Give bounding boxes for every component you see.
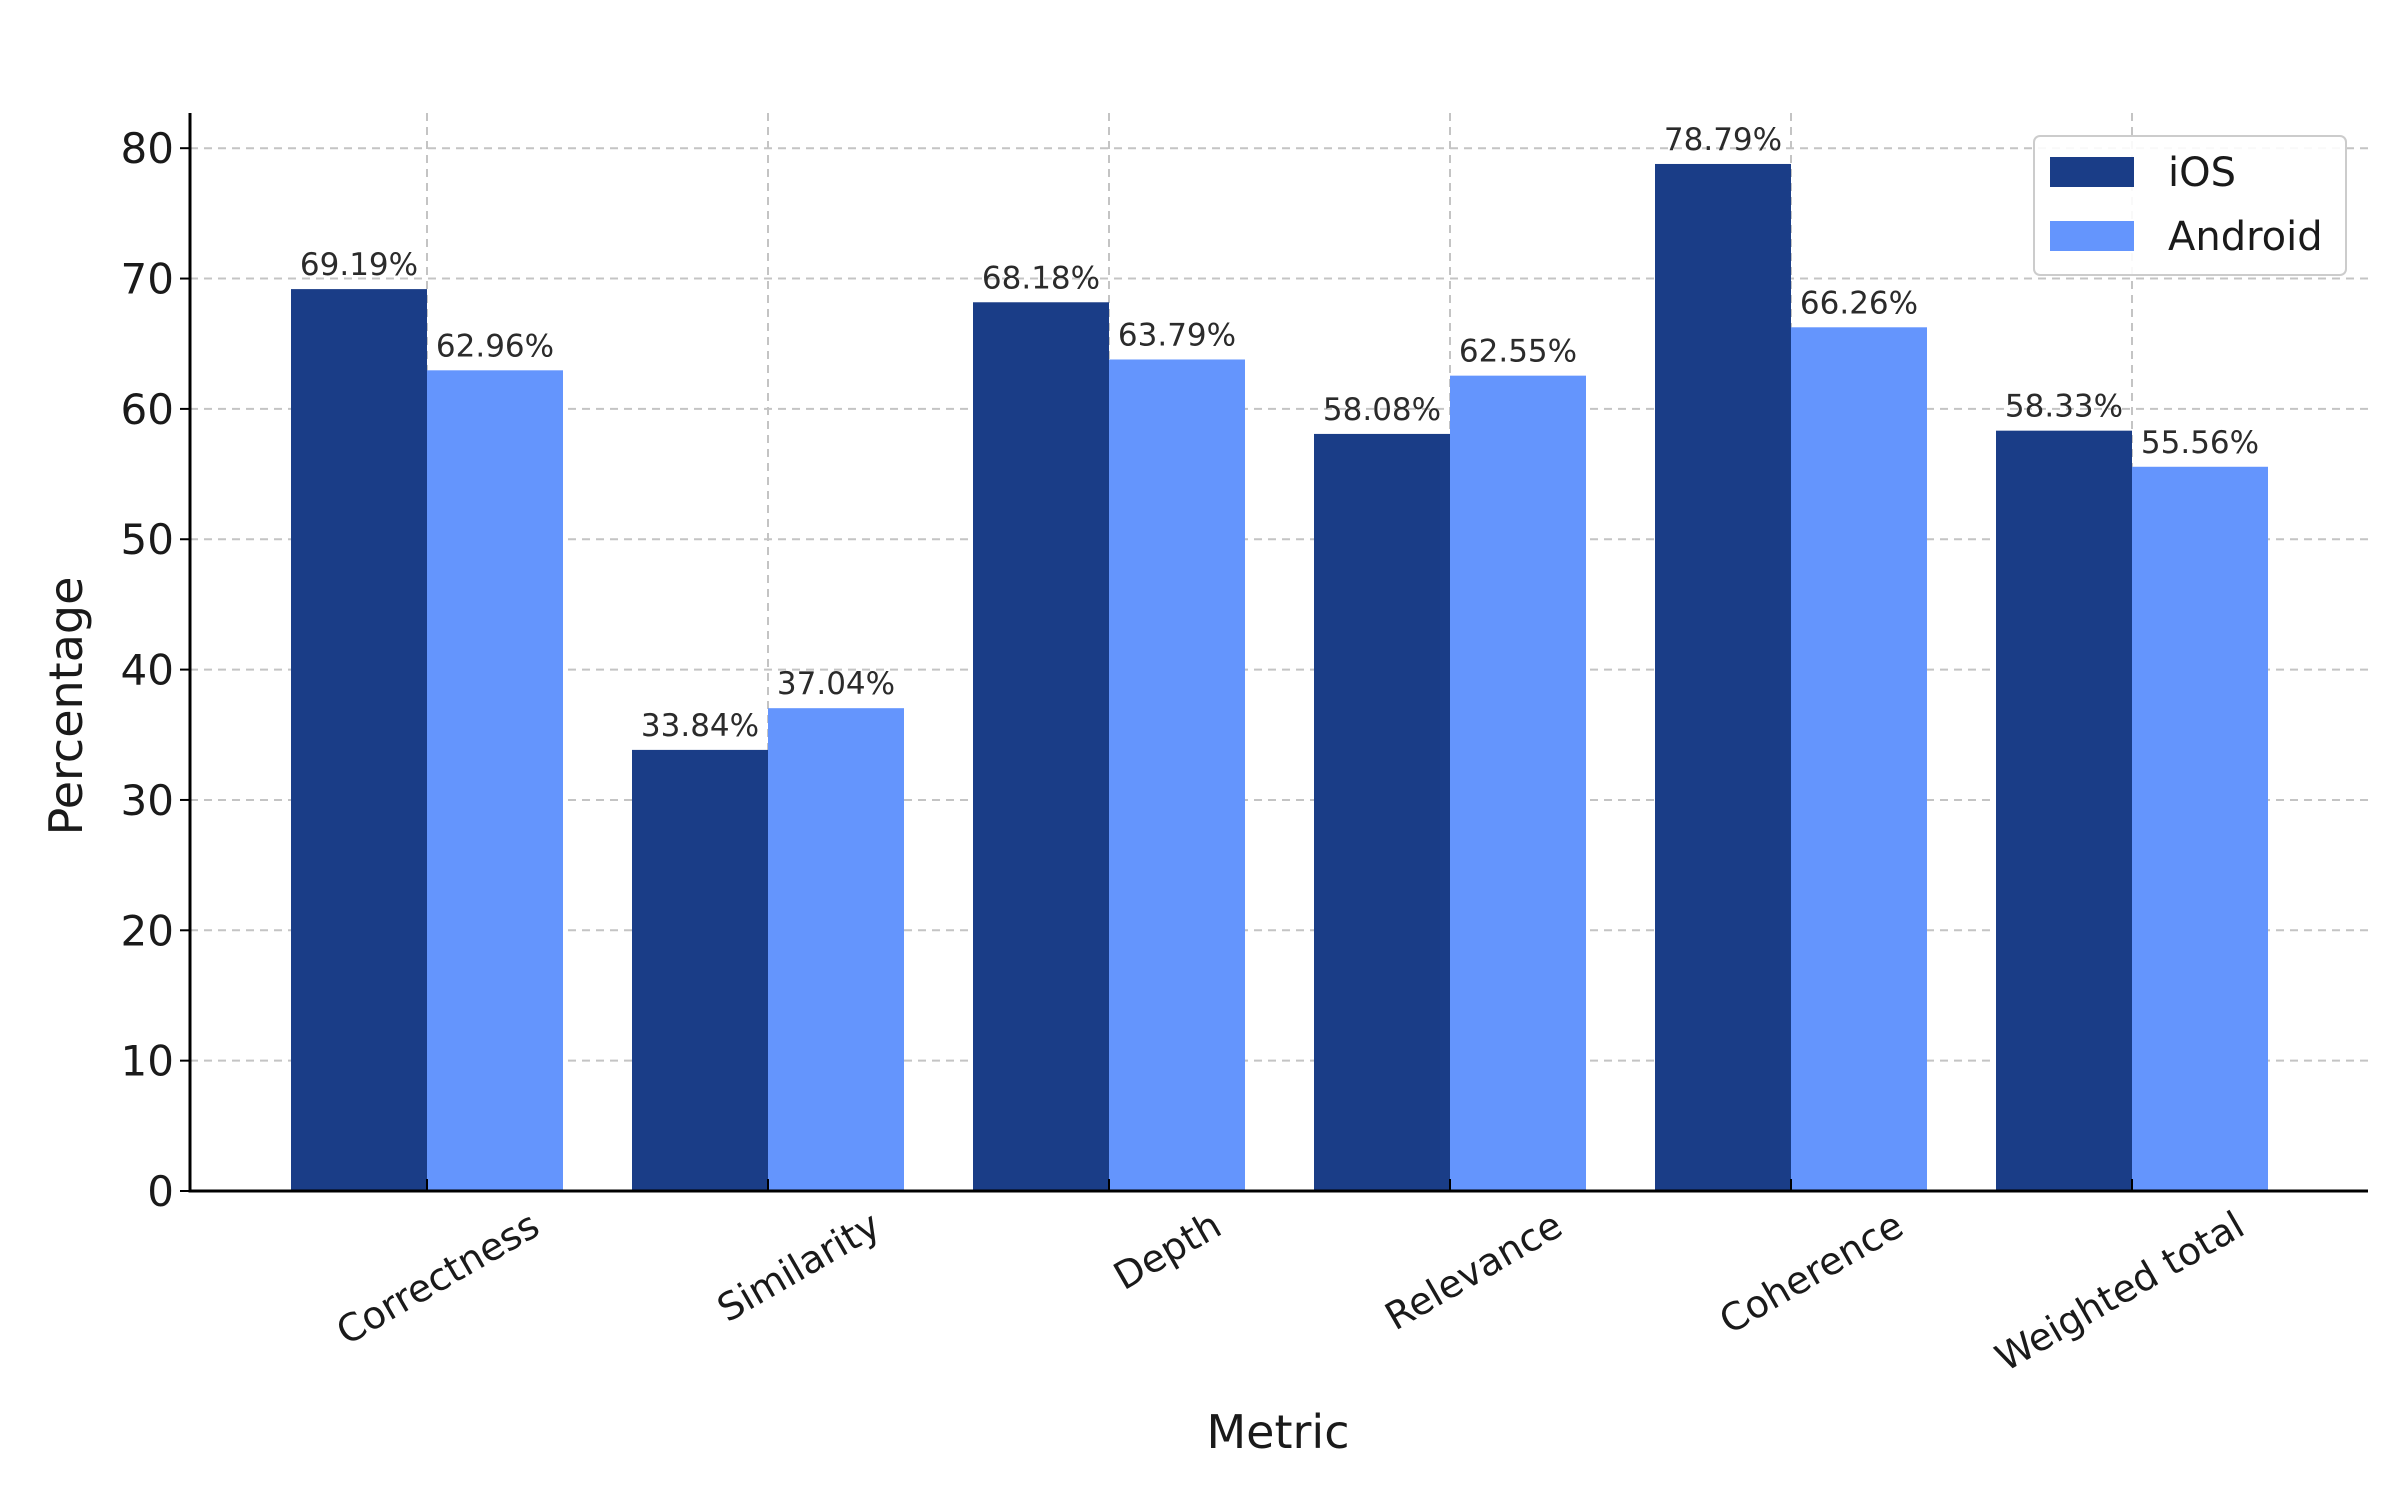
bar-android-correctness [427, 370, 563, 1191]
bar-ios-weighted-total [1996, 430, 2132, 1192]
bar-ios-coherence [1655, 163, 1791, 1191]
data-label-android-similarity: 37.04% [777, 666, 895, 702]
y-tick-label-60: 60 [121, 385, 174, 434]
bars [291, 163, 2268, 1192]
legend-label-ios: iOS [2168, 150, 2236, 196]
data-label-ios-weighted-total: 58.33% [2005, 389, 2123, 425]
data-label-ios-similarity: 33.84% [641, 708, 759, 744]
data-label-ios-depth: 68.18% [982, 260, 1100, 296]
bar-ios-correctness [291, 289, 427, 1191]
bar-android-weighted-total [2132, 466, 2268, 1191]
bar-ios-relevance [1314, 433, 1450, 1191]
x-axis-title: Metric [1206, 1405, 1349, 1459]
legend-swatch-android [2050, 221, 2134, 251]
data-label-android-depth: 63.79% [1118, 317, 1236, 353]
y-tick-label-70: 70 [121, 255, 174, 304]
y-axis-title: Percentage [39, 577, 93, 836]
data-label-android-weighted-total: 55.56% [2141, 425, 2259, 461]
y-tick-label-40: 40 [121, 646, 174, 695]
legend: iOS Android [2033, 135, 2347, 276]
bar-ios-depth [973, 302, 1109, 1191]
bar-android-similarity [768, 708, 904, 1191]
data-label-ios-coherence: 78.79% [1664, 122, 1782, 158]
y-tick-label-30: 30 [121, 776, 174, 825]
bar-android-depth [1109, 359, 1245, 1191]
legend-swatch-ios [2050, 157, 2134, 187]
data-labels: 69.19% 33.84% 68.18% 58.08% 78.79% 58.33% 62.9… [300, 122, 2259, 744]
y-tick-label-50: 50 [121, 515, 174, 564]
data-label-android-correctness: 62.96% [436, 328, 554, 364]
data-label-ios-relevance: 58.08% [1323, 392, 1441, 428]
y-tick-label-20: 20 [121, 906, 174, 955]
bar-android-coherence [1791, 327, 1927, 1191]
y-tick-label-80: 80 [121, 124, 174, 173]
y-tick-label-10: 10 [121, 1037, 174, 1086]
data-label-android-relevance: 62.55% [1459, 334, 1577, 370]
bar-android-relevance [1450, 375, 1586, 1191]
legend-label-android: Android [2168, 214, 2323, 260]
data-label-android-coherence: 66.26% [1800, 285, 1918, 321]
data-label-ios-correctness: 69.19% [300, 247, 418, 283]
y-tick-label-0: 0 [147, 1167, 174, 1216]
bar-ios-similarity [632, 749, 768, 1191]
